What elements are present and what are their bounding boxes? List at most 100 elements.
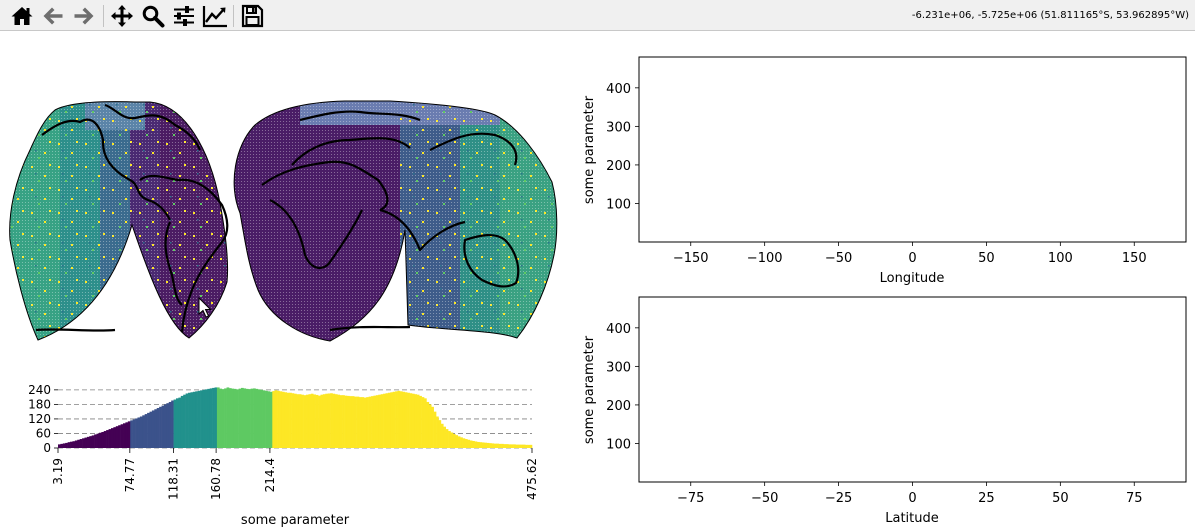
- histogram-bar: [159, 406, 162, 448]
- histogram-bar: [67, 442, 71, 448]
- histogram-bar: [86, 436, 90, 448]
- histogram-bar: [62, 443, 66, 448]
- arrow-left-icon: [43, 7, 63, 25]
- histogram-bar: [113, 427, 117, 448]
- histogram-bar: [332, 393, 336, 448]
- histogram-bar: [115, 426, 119, 448]
- map-axes[interactable]: [0, 95, 560, 345]
- histogram-bar: [209, 388, 213, 448]
- zoom-button[interactable]: [140, 3, 166, 29]
- histogram-bar: [395, 391, 398, 448]
- x-tick-label: −75: [677, 491, 704, 506]
- histogram-bar: [110, 428, 114, 448]
- x-tick-label: 0: [908, 251, 916, 266]
- histogram-bar: [368, 396, 372, 448]
- y-tick-label: 100: [606, 437, 631, 452]
- histogram-bar: [318, 395, 321, 448]
- histogram-bar: [438, 420, 442, 448]
- histogram-bar: [147, 412, 150, 448]
- histogram-bar: [325, 393, 328, 448]
- histogram-bar: [366, 397, 369, 448]
- histogram-bar: [448, 431, 451, 448]
- histogram-bar: [188, 392, 191, 448]
- histogram-x-ticks: 3.19 74.77 118.31 160.78 214.4 475.62: [51, 448, 539, 500]
- y-tick-label: 300: [606, 120, 631, 135]
- histogram-bar: [508, 444, 511, 448]
- histogram-bar: [320, 394, 324, 448]
- histogram-bar: [178, 397, 182, 448]
- sliders-icon: [174, 6, 194, 26]
- histogram-y-tick-label: 240: [28, 383, 51, 397]
- histogram-bar: [106, 430, 109, 448]
- histogram-bar: [375, 395, 379, 448]
- histogram-bar: [163, 404, 167, 448]
- histogram-bar: [175, 398, 179, 448]
- histogram-bar: [383, 393, 386, 448]
- histogram-bar: [433, 411, 437, 448]
- subplots-button[interactable]: [171, 3, 197, 29]
- histogram-bar: [142, 415, 145, 448]
- histogram-bar: [481, 442, 485, 448]
- histogram-bar: [262, 390, 266, 448]
- x-tick-label: 150: [1122, 251, 1147, 266]
- histogram-bar: [277, 390, 280, 448]
- histogram-bar: [452, 433, 456, 448]
- longitude-axes[interactable]: −150 −100 −50 0 50 100 150 100 200 300 400 Longit…: [582, 56, 1187, 286]
- histogram-bar: [469, 440, 473, 448]
- y-tick-label: 300: [606, 360, 631, 375]
- histogram-bar: [221, 389, 225, 448]
- histogram-bar: [89, 436, 93, 448]
- latitude-axes[interactable]: −75 −50 −25 0 25 50 75 100 200 300 400 Latitude s…: [582, 296, 1187, 526]
- histogram-x-tick-label: 214.4: [263, 458, 277, 492]
- histogram-bar: [91, 435, 95, 448]
- y-tick-label: 200: [606, 159, 631, 174]
- histogram-bar: [267, 391, 271, 448]
- histogram-bar: [380, 394, 384, 448]
- histogram-bar: [233, 388, 237, 448]
- histogram-bar: [236, 389, 239, 448]
- arrow-right-icon: [74, 7, 94, 25]
- histogram-bar: [385, 393, 389, 448]
- save-button[interactable]: [239, 3, 265, 29]
- histogram-x-tick-label: 74.77: [123, 458, 137, 492]
- histogram-bar: [460, 437, 463, 448]
- customize-button[interactable]: [202, 3, 228, 29]
- histogram-bar: [70, 441, 73, 448]
- histogram-bar: [440, 423, 444, 448]
- histogram-bar: [257, 389, 261, 448]
- histogram-bar: [154, 409, 158, 448]
- histogram-bar: [58, 444, 61, 448]
- histogram-bar: [228, 388, 232, 448]
- histogram-bar: [101, 432, 105, 448]
- histogram-bar: [197, 390, 201, 448]
- histogram-bar: [498, 443, 502, 448]
- histogram-bar: [298, 394, 302, 448]
- histogram-bar: [243, 388, 247, 448]
- histogram-bar: [144, 414, 148, 448]
- home-button[interactable]: [9, 3, 35, 29]
- x-tick-label: −50: [825, 251, 852, 266]
- histogram-bar: [315, 394, 319, 448]
- histogram-bar: [339, 395, 343, 448]
- pan-button[interactable]: [109, 3, 135, 29]
- histogram-bar: [522, 444, 526, 448]
- histogram-x-label: some parameter: [241, 513, 350, 528]
- histogram-bar: [127, 421, 131, 448]
- histogram-bar: [190, 392, 194, 448]
- histogram-bar: [118, 425, 121, 448]
- histogram-bar: [231, 388, 235, 448]
- histogram-bar: [513, 444, 516, 448]
- back-button[interactable]: [40, 3, 66, 29]
- histogram-bar: [351, 396, 355, 448]
- map-data-field-eurasia: [234, 101, 557, 341]
- histogram-bar: [132, 419, 136, 448]
- forward-button[interactable]: [71, 3, 97, 29]
- histogram-bars: [58, 387, 533, 448]
- histogram-bar: [212, 387, 215, 448]
- histogram-bar: [253, 388, 256, 448]
- histogram-x-tick-label: 118.31: [167, 458, 181, 500]
- histogram-bar: [426, 401, 430, 448]
